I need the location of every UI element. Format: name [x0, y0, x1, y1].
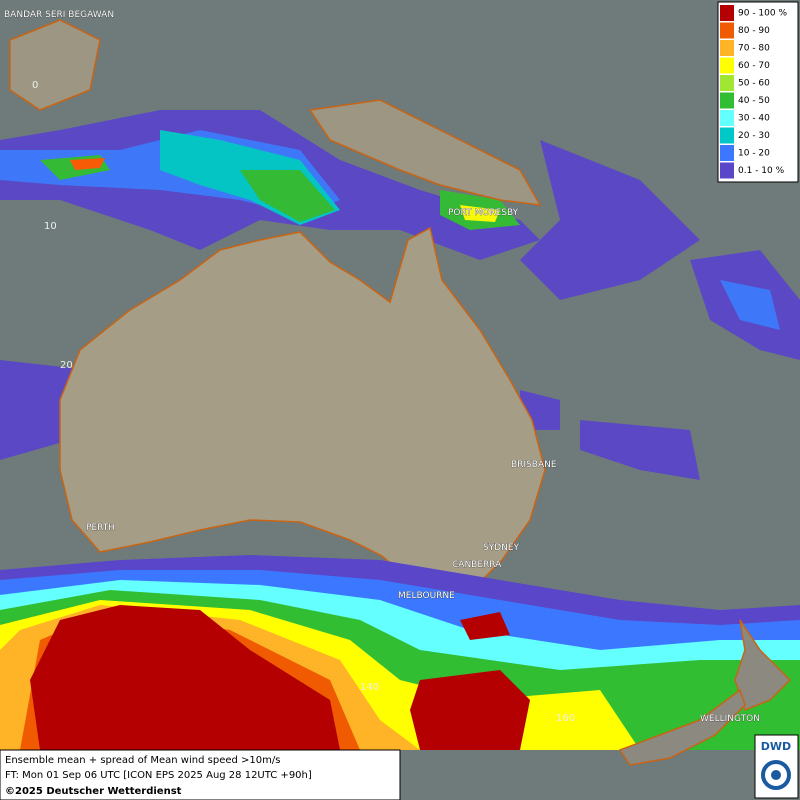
city-label: WELLINGTON — [700, 714, 760, 724]
legend-label: 50 - 60 — [738, 79, 770, 89]
grid-label: 20 — [60, 360, 73, 371]
borneo — [9, 19, 101, 111]
legend-swatch — [720, 92, 734, 109]
city-label: MELBOURNE — [398, 591, 455, 601]
logo: DWD — [761, 740, 791, 753]
legend-label: 90 - 100 % — [738, 9, 787, 19]
new-guinea — [308, 99, 542, 206]
city-label: BANDAR SERI BEGAWAN — [4, 10, 114, 20]
city-label: SYDNEY — [483, 543, 520, 553]
legend-label: 10 - 20 — [738, 149, 770, 159]
legend-swatch — [720, 5, 734, 21]
city-label: CANBERRA — [452, 560, 502, 570]
legend-label: 40 - 50 — [738, 96, 770, 106]
legend-label: 60 - 70 — [738, 61, 770, 71]
wind-south — [0, 555, 800, 750]
legend-swatch — [720, 40, 734, 56]
legend-label: 0.1 - 10 % — [738, 166, 785, 176]
footer-box — [0, 749, 401, 800]
city-label: PERTH — [86, 523, 115, 533]
legend-swatch — [720, 57, 734, 74]
legend-swatch — [720, 127, 734, 144]
new-zealand — [618, 619, 792, 766]
city-label: PORT MORESBY — [448, 208, 519, 218]
legend-swatch — [720, 22, 734, 39]
wind-north — [0, 110, 800, 480]
footer-line: Ensemble mean + spread of Mean wind spee… — [5, 755, 280, 766]
city-label: BRISBANE — [511, 460, 557, 470]
legend-swatch — [720, 145, 734, 161]
legend-label: 20 - 30 — [738, 131, 770, 141]
grid-label: 0 — [32, 80, 38, 91]
legend-swatch — [720, 75, 734, 91]
legend-label: 80 - 90 — [738, 26, 770, 36]
footer-line: ©2025 Deutscher Wetterdienst — [5, 786, 182, 797]
grid-label: 10 — [44, 221, 57, 232]
logo-icon — [771, 770, 781, 780]
legend-label: 30 - 40 — [738, 114, 770, 124]
australia — [59, 226, 546, 601]
footer-line: FT: Mon 01 Sep 06 UTC [ICON EPS 2025 Aug… — [5, 770, 312, 781]
logo-icon — [761, 760, 791, 790]
legend-swatch — [720, 162, 734, 179]
legend-label: 70 - 80 — [738, 44, 770, 54]
grid-label: 140 — [360, 682, 379, 693]
grid-label: 160 — [556, 713, 575, 724]
legend-swatch — [720, 110, 734, 126]
